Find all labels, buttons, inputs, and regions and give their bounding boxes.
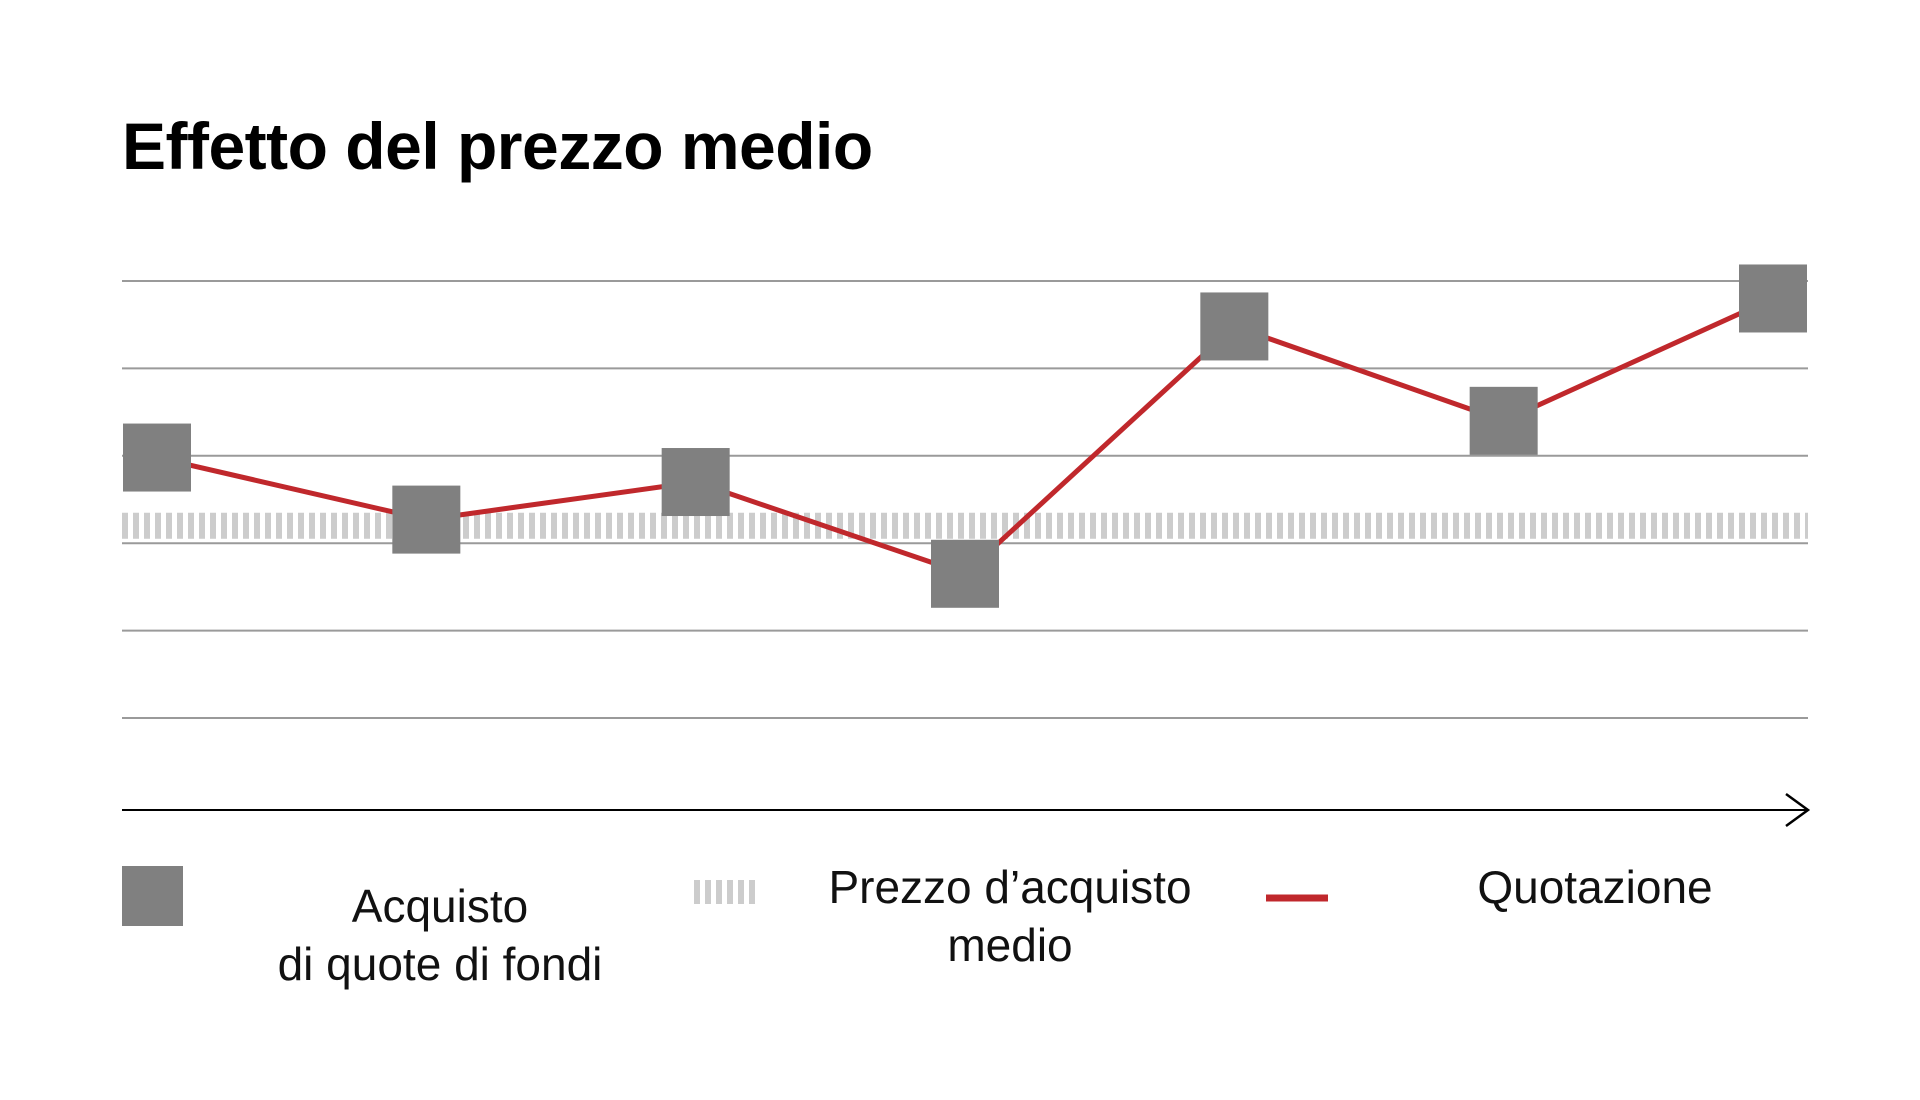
purchase-marker: [661, 448, 730, 517]
legend-label-line: medio: [947, 919, 1073, 971]
legend-label-acquisto: Acquisto di quote di fondi: [255, 877, 625, 993]
legend-label-line: Prezzo d’acquisto: [828, 861, 1192, 913]
purchase-marker: [931, 539, 999, 608]
purchase-marker: [1739, 264, 1807, 333]
legend-label-prezzo-medio: Prezzo d’acquisto medio: [815, 858, 1205, 974]
purchase-marker: [392, 485, 461, 554]
legend-label-line: Quotazione: [1477, 861, 1713, 913]
legend-square-icon: [122, 866, 183, 926]
purchase-marker: [1469, 386, 1538, 455]
x-axis-arrow-icon: [1785, 792, 1811, 828]
legend-label-quotazione: Quotazione: [1430, 858, 1760, 916]
legend-label-line: Acquisto: [351, 880, 529, 932]
legend-label-line: di quote di fondi: [277, 938, 603, 990]
chart-title: Effetto del prezzo medio: [122, 109, 873, 183]
purchase-marker: [123, 423, 191, 492]
purchase-marker: [1200, 292, 1269, 361]
